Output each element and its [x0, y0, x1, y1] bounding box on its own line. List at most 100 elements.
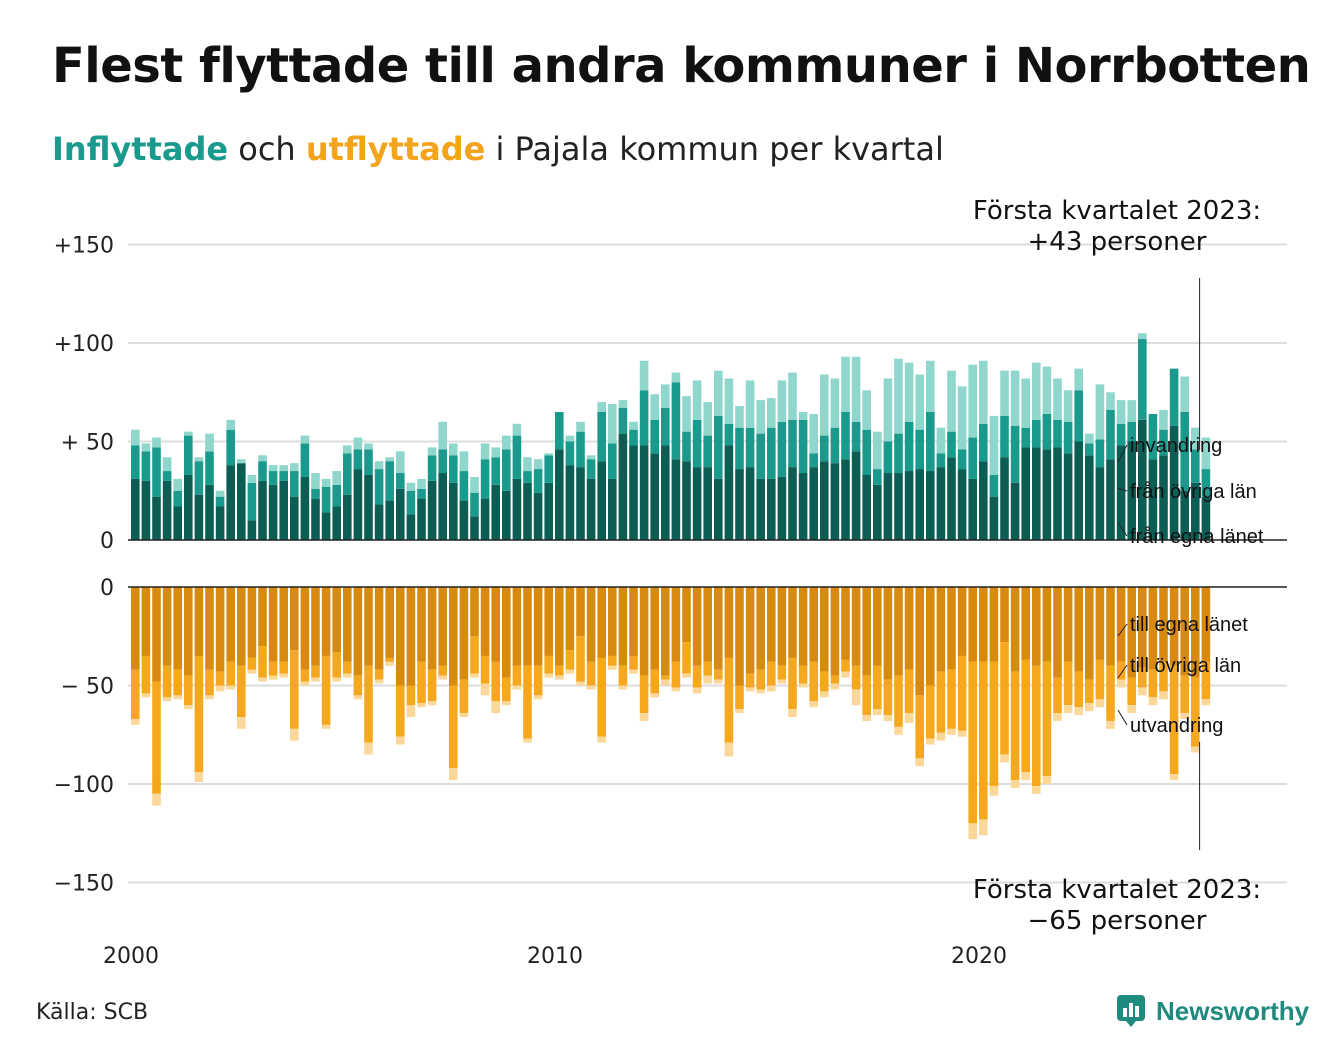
inflow-bar-0	[608, 478, 617, 540]
outflow-bar-1	[459, 679, 469, 714]
outflow-bar-2	[237, 717, 246, 729]
inflow-bar-0	[449, 482, 458, 540]
outflow-bar-1	[957, 655, 967, 731]
inflow-bar-0	[629, 445, 638, 540]
inflow-bar-2	[406, 482, 416, 491]
inflow-bar-2	[820, 374, 829, 436]
inflow-bar-0	[1095, 467, 1105, 540]
series-leader	[1117, 623, 1128, 637]
outflow-bar-1	[862, 675, 871, 716]
inflow-bar-0	[1106, 459, 1115, 540]
inflow-bar-0	[883, 473, 893, 540]
series-label-in-1: från övriga län	[1130, 481, 1257, 503]
inflow-bar-1	[173, 490, 182, 507]
outflow-bar-0	[417, 587, 426, 662]
inflow-bar-2	[767, 398, 776, 428]
inflow-bar-2	[979, 360, 988, 424]
outflow-bar-1	[1138, 667, 1147, 688]
inflow-bar-1	[1095, 439, 1105, 468]
outflow-bar-1	[1159, 661, 1168, 692]
inflow-bar-2	[332, 471, 341, 485]
outflow-bar-2	[904, 713, 914, 723]
inflow-bar-1	[767, 427, 776, 479]
inflow-bar-2	[438, 421, 447, 450]
outflow-bar-2	[862, 715, 871, 721]
series-leader	[1117, 664, 1128, 679]
inflow-bar-1	[1201, 469, 1211, 497]
outflow-bar-2	[1053, 713, 1062, 721]
outflow-bar-1	[491, 661, 500, 702]
outflow-bar-0	[226, 587, 235, 662]
inflow-bar-0	[979, 461, 988, 540]
outflow-bar-0	[343, 587, 352, 662]
inflow-bar-2	[1042, 366, 1052, 414]
x-tick-label: 2020	[951, 944, 1007, 969]
inflow-bar-2	[682, 396, 691, 432]
y-tick-label: +100	[54, 332, 114, 357]
y-tick-label: −100	[54, 773, 114, 798]
inflow-bar-1	[533, 469, 543, 493]
inflow-bar-2	[205, 433, 214, 452]
outflow-bar-1	[184, 675, 193, 706]
inflow-bar-2	[777, 380, 787, 422]
outflow-bar-0	[396, 587, 405, 686]
outflow-bar-0	[268, 587, 278, 662]
outflow-bar-2	[957, 730, 967, 737]
outflow-bar-0	[1021, 587, 1030, 660]
chart-title: Flest flyttade till andra kommuner i Nor…	[52, 38, 1311, 94]
inflow-bar-0	[597, 461, 606, 540]
inflow-bar-0	[788, 467, 797, 540]
outflow-bar-1	[745, 673, 755, 688]
outflow-bar-0	[851, 587, 861, 666]
inflow-bar-2	[194, 457, 204, 462]
outflow-bar-1	[343, 661, 352, 674]
outflow-bar-1	[396, 685, 405, 737]
outflow-bar-2	[692, 687, 702, 694]
inflow-bar-1	[215, 496, 225, 507]
outflow-bar-0	[703, 587, 712, 662]
inflow-bar-2	[1085, 433, 1094, 444]
outflow-bar-1	[1106, 665, 1115, 721]
outflow-bar-2	[618, 685, 628, 690]
inflow-bar-1	[300, 443, 310, 477]
outflow-bar-1	[926, 685, 935, 739]
outflow-bar-2	[820, 691, 829, 698]
inflow-bar-2	[152, 437, 161, 448]
inflow-bar-0	[1074, 441, 1083, 540]
outflow-bar-0	[1127, 587, 1136, 678]
outflow-bar-0	[555, 587, 564, 666]
outflow-bar-1	[767, 661, 776, 686]
series-label-out-0: till egna länet	[1130, 614, 1248, 636]
inflow-bar-1	[417, 488, 426, 499]
inflow-bar-0	[1159, 455, 1168, 540]
inflow-bar-0	[438, 473, 447, 540]
outflow-bar-2	[459, 713, 469, 718]
inflow-bar-2	[756, 400, 765, 434]
inflow-bar-1	[1148, 413, 1158, 460]
outflow-bar-0	[661, 587, 670, 676]
inflow-bar-0	[841, 459, 850, 540]
series-leader	[1117, 444, 1128, 463]
inflow-bar-2	[947, 370, 956, 432]
inflow-bar-1	[1159, 429, 1168, 456]
inflow-bar-2	[1180, 376, 1189, 412]
inflow-bar-1	[1169, 368, 1179, 426]
outflow-bar-1	[258, 646, 267, 678]
inflow-bar-0	[131, 478, 140, 540]
inflow-bar-1	[491, 457, 500, 485]
outflow-bar-2	[544, 673, 553, 678]
outflow-bar-0	[841, 587, 850, 660]
outflow-bar-2	[883, 715, 893, 721]
inflow-bar-2	[841, 356, 850, 412]
outflow-bar-1	[470, 636, 479, 674]
outflow-bar-1	[141, 655, 151, 694]
inflow-bar-1	[629, 429, 638, 446]
inflow-bar-1	[480, 459, 490, 499]
outflow-bar-0	[533, 587, 543, 666]
outflow-bar-0	[438, 587, 447, 666]
inflow-bar-1	[703, 435, 712, 468]
outflow-bar-2	[449, 768, 458, 781]
newsworthy-logo[interactable]: Newsworthy	[1116, 994, 1309, 1028]
inflow-bar-2	[226, 419, 235, 430]
inflow-bar-1	[555, 411, 564, 450]
